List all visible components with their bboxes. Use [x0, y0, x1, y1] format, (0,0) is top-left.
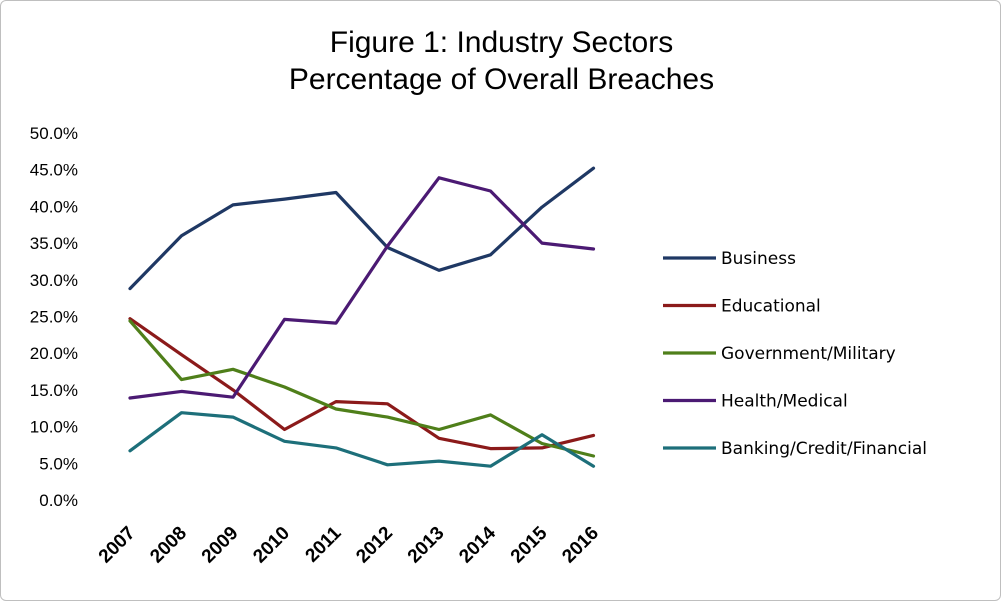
series-lines — [128, 166, 596, 468]
legend-item: Health/Medical — [663, 392, 848, 412]
y-tick-label: 35.0% — [30, 234, 78, 253]
chart-title: Figure 1: Industry Sectors Percentage of… — [0, 24, 1003, 98]
x-tick-label: 2009 — [198, 523, 243, 568]
x-tick-label: 2014 — [455, 522, 500, 567]
series-line — [128, 317, 596, 451]
chart-title-line-2: Percentage of Overall Breaches — [288, 63, 715, 96]
y-axis-labels: 0.0% 5.0% 10.0% 15.0% 20.0% 25.0% 30.0% 35.0% 40… — [30, 124, 78, 510]
chart-title-line-1: Figure 1: Industry Sectors — [329, 26, 674, 59]
legend-label: Government/Military — [721, 344, 896, 364]
y-tick-label: 45.0% — [30, 161, 78, 180]
x-tick-label: 2010 — [249, 523, 294, 568]
series-line — [128, 166, 596, 291]
y-tick-label: 30.0% — [30, 271, 78, 290]
x-tick-label: 2007 — [95, 523, 140, 568]
x-tick-label: 2015 — [507, 522, 552, 567]
legend: Business Educational Government/Military He… — [663, 249, 927, 459]
series-line — [128, 176, 596, 400]
legend-label: Banking/Credit/Financial — [721, 439, 927, 459]
y-tick-label: 50.0% — [30, 124, 78, 143]
x-axis-labels: 2007 2008 2009 2010 2011 2012 2013 2014 2015 2016 — [95, 522, 603, 567]
legend-label: Health/Medical — [721, 392, 848, 412]
y-tick-label: 40.0% — [30, 197, 78, 216]
x-tick-label: 2013 — [404, 523, 449, 568]
y-tick-label: 15.0% — [30, 381, 78, 400]
x-tick-label: 2008 — [146, 523, 191, 568]
y-tick-label: 5.0% — [39, 454, 78, 473]
legend-item: Banking/Credit/Financial — [663, 439, 927, 459]
x-tick-label: 2012 — [352, 523, 397, 568]
legend-item: Business — [663, 249, 796, 269]
x-tick-label: 2016 — [558, 523, 603, 568]
legend-item: Government/Military — [663, 344, 896, 364]
legend-label: Educational — [721, 297, 821, 317]
x-tick-label: 2011 — [302, 522, 346, 566]
legend-item: Educational — [663, 297, 821, 317]
legend-label: Business — [721, 249, 796, 269]
y-tick-label: 25.0% — [30, 308, 78, 327]
y-tick-label: 10.0% — [30, 418, 78, 437]
series-line — [128, 411, 596, 468]
y-tick-label: 0.0% — [39, 491, 78, 510]
y-tick-label: 20.0% — [30, 344, 78, 363]
series-line — [128, 319, 596, 458]
